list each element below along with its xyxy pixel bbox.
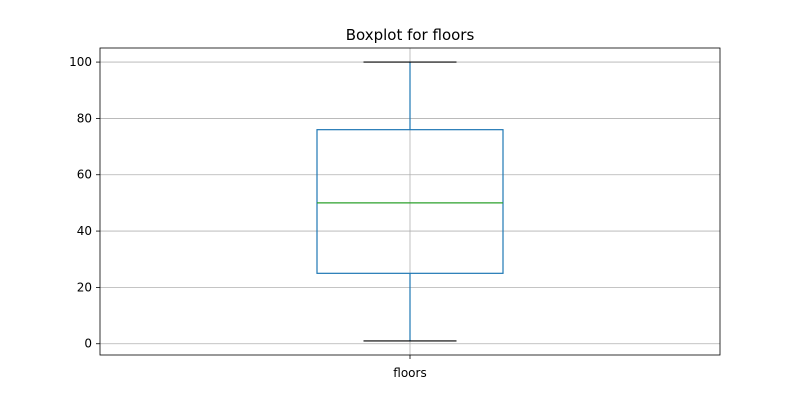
boxes bbox=[316, 61, 504, 342]
axes: 0 20 40 60 80 100 floors bbox=[69, 55, 427, 380]
y-tick-label: 20 bbox=[77, 280, 92, 294]
y-tick-label: 100 bbox=[69, 55, 92, 69]
y-tick-label: 0 bbox=[84, 337, 92, 351]
y-tick-label: 80 bbox=[77, 111, 92, 125]
y-tick-label: 60 bbox=[77, 168, 92, 182]
box-iqr bbox=[316, 129, 504, 274]
y-tick-label: 40 bbox=[77, 224, 92, 238]
x-tick-label: floors bbox=[393, 366, 426, 380]
chart-title: Boxplot for floors bbox=[346, 26, 475, 44]
